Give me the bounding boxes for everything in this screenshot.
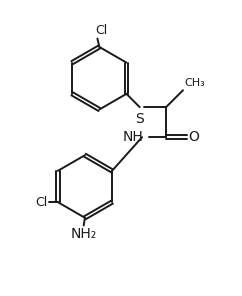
Text: Cl: Cl xyxy=(95,24,107,37)
Text: O: O xyxy=(189,130,199,144)
Text: NH: NH xyxy=(122,130,143,144)
Text: CH₃: CH₃ xyxy=(184,78,205,88)
Text: NH₂: NH₂ xyxy=(71,227,97,241)
Text: S: S xyxy=(135,112,144,126)
Text: Cl: Cl xyxy=(36,196,48,209)
